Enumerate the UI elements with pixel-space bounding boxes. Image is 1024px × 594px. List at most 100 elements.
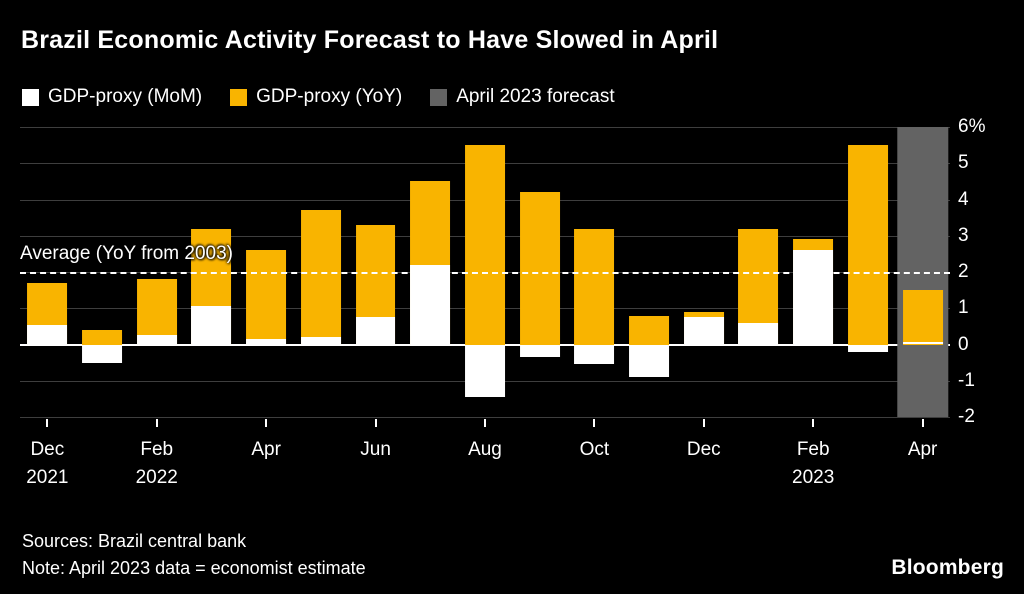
x-axis-label: Apr xyxy=(907,439,938,460)
bar-column xyxy=(75,127,130,417)
y-axis-label: 5 xyxy=(958,152,969,174)
bloomberg-logo: Bloomberg xyxy=(891,556,1004,579)
x-tick xyxy=(46,419,49,427)
bar-mom xyxy=(629,344,670,378)
x-tick xyxy=(702,419,705,427)
x-axis-label: Apr xyxy=(251,439,281,460)
note-text: Note: April 2023 data = economist estima… xyxy=(22,558,366,578)
x-tick xyxy=(374,419,377,427)
legend-item-forecast: April 2023 forecast xyxy=(430,86,615,108)
x-tick xyxy=(812,419,815,427)
bar-column xyxy=(512,127,567,417)
bar-mom xyxy=(683,317,724,345)
bar-mom xyxy=(574,344,615,365)
x-axis-label: Dec xyxy=(686,439,721,460)
bar-column xyxy=(348,127,403,417)
bar-column xyxy=(676,127,731,417)
x-axis-cell: Feb 2022 xyxy=(129,419,184,492)
bar-column xyxy=(239,127,294,417)
x-tick xyxy=(921,419,924,427)
bar-column xyxy=(184,127,239,417)
x-axis-label: Feb 2022 xyxy=(135,439,178,488)
x-axis-cell: Aug xyxy=(458,419,513,492)
bar-column xyxy=(622,127,677,417)
y-axis-label: 3 xyxy=(958,224,969,246)
sources-text: Sources: Brazil central bank xyxy=(22,531,247,551)
bar-mom xyxy=(191,306,232,345)
x-tick xyxy=(593,419,596,427)
x-axis-cell xyxy=(622,419,677,492)
bar-mom xyxy=(738,322,779,345)
x-axis-cell: Feb 2023 xyxy=(786,419,841,492)
x-axis-label: Jun xyxy=(360,439,391,460)
y-axis-labels: 6% 5 4 3 2 1 0 -1 -2 xyxy=(958,116,1020,427)
legend-item-yoy: GDP-proxy (YoY) xyxy=(230,86,402,108)
bar-mom xyxy=(793,250,834,345)
gridline xyxy=(20,127,950,128)
x-axis-label: Dec 2021 xyxy=(26,439,69,488)
x-axis-cell: Jun xyxy=(348,419,403,492)
legend-label-yoy: GDP-proxy (YoY) xyxy=(256,86,403,107)
bar-column xyxy=(786,127,841,417)
bar-yoy xyxy=(519,192,560,345)
plot-area: Average (YoY from 2003) xyxy=(20,127,950,418)
bar-column xyxy=(567,127,622,417)
legend-swatch-forecast xyxy=(430,88,448,106)
y-axis-label: 4 xyxy=(958,188,969,210)
bar-yoy xyxy=(847,145,888,345)
y-axis-label: 6% xyxy=(958,116,986,137)
x-axis: Dec 2021 Feb 2022 Apr Jun Aug Oct Dec Feb 2023 Apr xyxy=(20,419,950,492)
x-axis-cell xyxy=(184,419,239,492)
x-axis-cell: Apr xyxy=(895,419,950,492)
bar-yoy xyxy=(82,330,123,345)
legend-label-mom: GDP-proxy (MoM) xyxy=(48,86,203,107)
gridline xyxy=(20,417,950,418)
bar-yoy xyxy=(574,228,615,345)
bar-column xyxy=(129,127,184,417)
bar-mom xyxy=(300,337,341,345)
bar-mom xyxy=(246,339,287,345)
footer: Sources: Brazil central bank Note: April… xyxy=(22,528,366,582)
x-axis-cell xyxy=(294,419,349,492)
y-axis-label: 0 xyxy=(958,333,969,355)
bar-mom xyxy=(902,341,943,345)
bar-yoy xyxy=(902,290,943,345)
x-tick xyxy=(265,419,268,427)
x-axis-cell xyxy=(512,419,567,492)
bar-column xyxy=(20,127,75,417)
bar-yoy xyxy=(136,279,177,345)
x-axis-label: Feb 2023 xyxy=(792,439,835,488)
legend-label-forecast: April 2023 forecast xyxy=(456,86,615,107)
bars-layer xyxy=(20,127,950,417)
bar-mom xyxy=(519,344,560,358)
bar-column xyxy=(294,127,349,417)
average-line xyxy=(20,272,950,274)
bar-column xyxy=(458,127,513,417)
average-line-label: Average (YoY from 2003) xyxy=(20,243,234,264)
bar-column xyxy=(841,127,896,417)
bar-column xyxy=(403,127,458,417)
legend: GDP-proxy (MoM) GDP-proxy (YoY) April 20… xyxy=(22,86,615,108)
bar-yoy xyxy=(300,210,341,345)
x-axis-cell xyxy=(841,419,896,492)
x-axis-cell: Oct xyxy=(567,419,622,492)
legend-swatch-mom xyxy=(22,88,39,106)
x-axis-label: Aug xyxy=(468,439,502,460)
bar-mom xyxy=(355,317,396,345)
bar-yoy xyxy=(629,315,670,345)
y-axis-label: -2 xyxy=(958,406,975,427)
bar-yoy xyxy=(465,145,505,345)
x-axis-cell: Apr xyxy=(239,419,294,492)
x-axis-cell xyxy=(731,419,786,492)
bar-mom xyxy=(82,344,123,363)
x-axis-label: Oct xyxy=(579,439,610,460)
bar-mom xyxy=(465,344,505,398)
y-axis-label: 2 xyxy=(958,261,969,282)
legend-swatch-yoy xyxy=(230,88,248,106)
bar-mom xyxy=(847,344,888,352)
bar-column xyxy=(731,127,786,417)
page-title: Brazil Economic Activity Forecast to Hav… xyxy=(21,26,719,54)
x-axis-cell xyxy=(403,419,458,492)
bar-mom xyxy=(27,324,68,345)
